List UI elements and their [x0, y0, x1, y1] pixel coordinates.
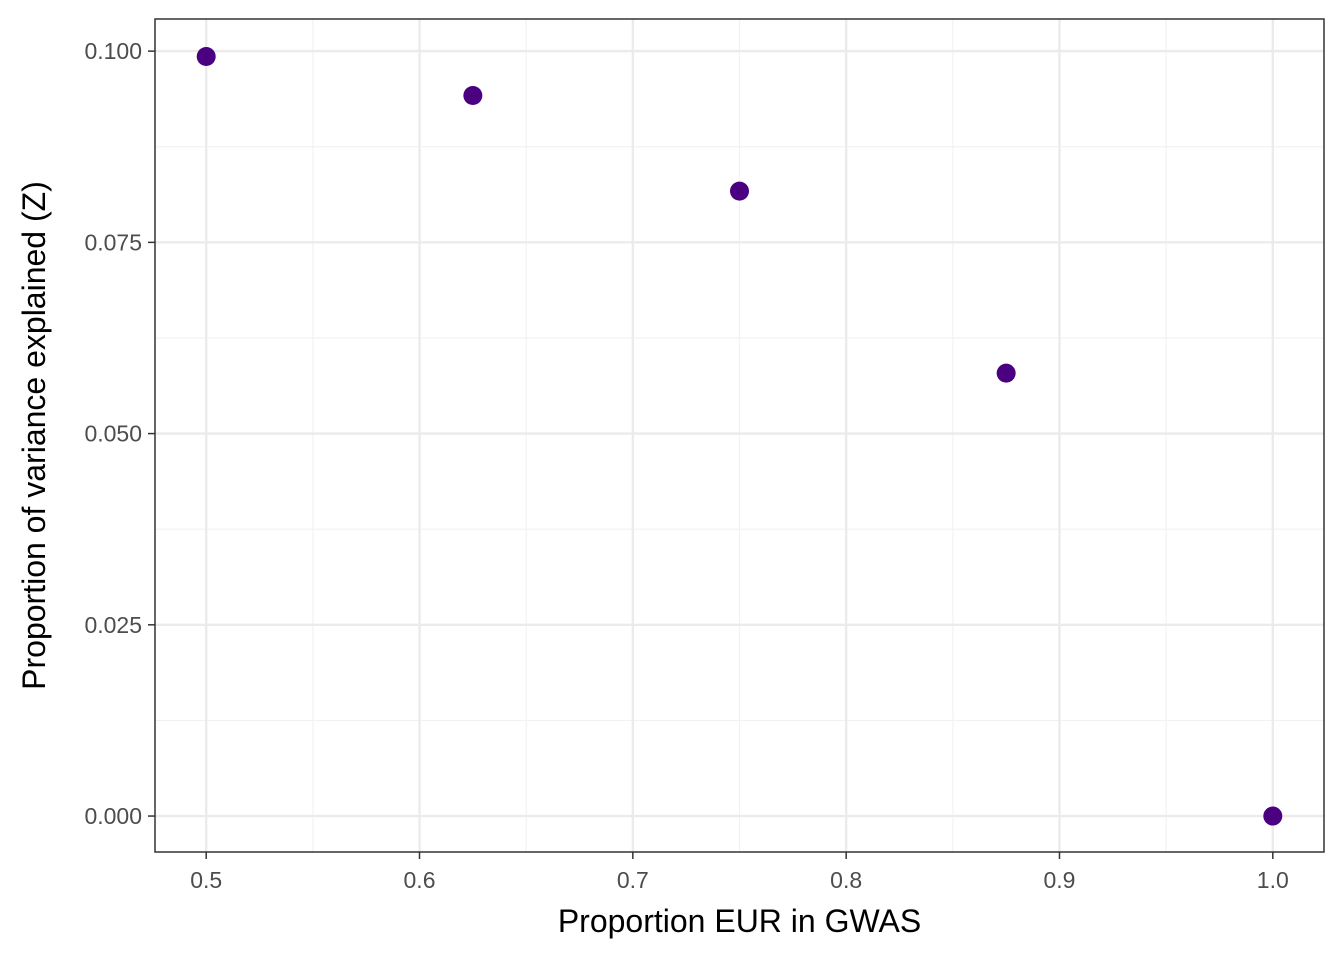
- data-point: [463, 85, 483, 105]
- data-point: [996, 363, 1016, 383]
- x-axis-title: Proportion EUR in GWAS: [558, 903, 921, 939]
- x-tick-label: 0.7: [617, 867, 649, 893]
- y-axis-title: Proportion of variance explained (Z): [16, 181, 52, 690]
- grid-minor-lines: [155, 19, 1324, 852]
- x-tick-label: 0.6: [404, 867, 436, 893]
- y-tick-label: 0.075: [84, 229, 142, 255]
- x-tick-label: 0.9: [1043, 867, 1075, 893]
- data-point: [196, 46, 216, 66]
- y-tick-label: 0.100: [84, 38, 142, 64]
- y-tick-label: 0.000: [84, 803, 142, 829]
- y-tick-label: 0.025: [84, 612, 142, 638]
- y-tick-label: 0.050: [84, 421, 142, 447]
- y-axis-ticks: 0.000 0.025 0.050 0.075 0.100: [84, 38, 155, 829]
- data-points: [196, 46, 1283, 826]
- grid-major-lines: [155, 19, 1324, 852]
- x-axis-ticks: 0.5 0.6 0.7 0.8 0.9 1.0: [190, 852, 1289, 893]
- x-tick-label: 1.0: [1257, 867, 1289, 893]
- data-point: [1263, 806, 1283, 826]
- data-point: [730, 181, 749, 201]
- x-tick-label: 0.5: [190, 867, 222, 893]
- panel-border: [154, 18, 1325, 853]
- x-tick-label: 0.8: [830, 867, 862, 893]
